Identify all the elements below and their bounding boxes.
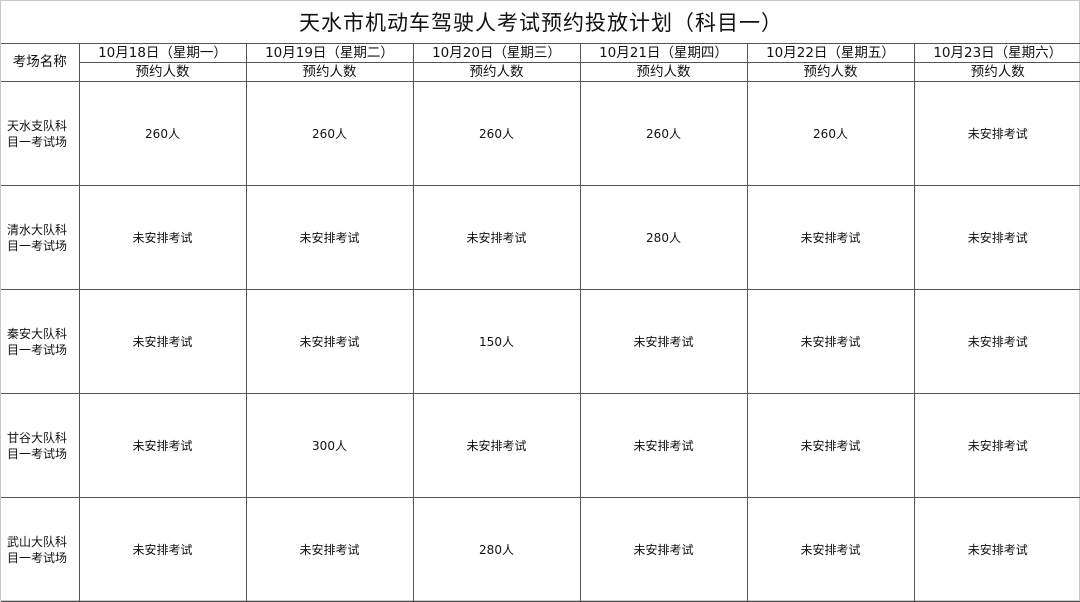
venue-name: 甘谷大队科目一考试场 (1, 393, 80, 498)
booking-count-header: 预约人数 (746, 62, 915, 82)
header-row-dates: 考场名称 10月18日（星期一） 10月19日（星期二） 10月20日（星期三）… (1, 43, 1080, 82)
table-row: 武山大队科目一考试场 未安排考试 未安排考试 280人 未安排考试 未安排考试 未安排考试 (1, 497, 1080, 602)
table-row: 天水支队科目一考试场 260人 260人 260人 260人 260人 未安排考试 (1, 81, 1080, 186)
booking-count-cell: 260人 (746, 81, 915, 186)
booking-count-cell: 未安排考试 (913, 393, 1080, 498)
schedule-table: 考场名称 10月18日（星期一） 10月19日（星期二） 10月20日（星期三）… (1, 43, 1080, 602)
table-row: 甘谷大队科目一考试场 未安排考试 300人 未安排考试 未安排考试 未安排考试 未安排考试 (1, 393, 1080, 498)
booking-count-cell: 未安排考试 (245, 289, 414, 394)
booking-count-cell: 未安排考试 (412, 185, 581, 290)
booking-count-cell: 未安排考试 (579, 497, 748, 602)
booking-count-cell: 280人 (412, 497, 581, 602)
booking-count-header: 预约人数 (79, 62, 247, 82)
booking-count-cell: 260人 (245, 81, 414, 186)
venue-name: 武山大队科目一考试场 (1, 497, 80, 602)
table-row: 清水大队科目一考试场 未安排考试 未安排考试 未安排考试 280人 未安排考试 未安排考试 (1, 185, 1080, 290)
venue-column-header: 考场名称 (1, 43, 80, 82)
booking-count-cell: 260人 (412, 81, 581, 186)
booking-count-cell: 260人 (78, 81, 247, 186)
booking-count-cell: 260人 (579, 81, 748, 186)
date-header: 10月21日（星期四） (579, 43, 748, 63)
booking-count-header: 预约人数 (412, 62, 581, 82)
table-row: 秦安大队科目一考试场 未安排考试 未安排考试 150人 未安排考试 未安排考试 未安排考试 (1, 289, 1080, 394)
booking-count-cell: 150人 (412, 289, 581, 394)
booking-count-cell: 未安排考试 (245, 497, 414, 602)
header-row-sublabels: 预约人数 预约人数 预约人数 预约人数 预约人数 预约人数 (1, 62, 1080, 82)
booking-count-cell: 未安排考试 (579, 289, 748, 394)
document-title: 天水市机动车驾驶人考试预约投放计划（科目一） (299, 11, 783, 35)
booking-count-cell: 未安排考试 (746, 185, 915, 290)
booking-count-cell: 未安排考试 (913, 289, 1080, 394)
booking-count-cell: 未安排考试 (412, 393, 581, 498)
booking-count-cell: 未安排考试 (78, 289, 247, 394)
booking-count-cell: 300人 (245, 393, 414, 498)
date-header: 10月22日（星期五） (746, 43, 915, 63)
booking-count-cell: 未安排考试 (245, 185, 414, 290)
booking-count-header: 预约人数 (579, 62, 748, 82)
date-header: 10月19日（星期二） (245, 43, 414, 63)
booking-count-cell: 未安排考试 (746, 393, 915, 498)
date-header: 10月18日（星期一） (78, 43, 247, 63)
date-header: 10月20日（星期三） (412, 43, 581, 63)
booking-count-cell: 未安排考试 (579, 393, 748, 498)
booking-count-cell: 未安排考试 (78, 185, 247, 290)
booking-count-cell: 未安排考试 (746, 289, 915, 394)
booking-count-cell: 未安排考试 (78, 497, 247, 602)
booking-count-header: 预约人数 (245, 62, 414, 82)
booking-count-cell: 未安排考试 (913, 185, 1080, 290)
booking-count-cell: 未安排考试 (913, 81, 1080, 186)
booking-count-header: 预约人数 (913, 62, 1080, 82)
booking-count-cell: 280人 (579, 185, 748, 290)
booking-count-cell: 未安排考试 (78, 393, 247, 498)
venue-name: 清水大队科目一考试场 (1, 185, 80, 290)
booking-count-cell: 未安排考试 (746, 497, 915, 602)
booking-count-cell: 未安排考试 (913, 497, 1080, 602)
venue-name: 秦安大队科目一考试场 (1, 289, 80, 394)
venue-name: 天水支队科目一考试场 (1, 81, 80, 186)
date-header: 10月23日（星期六） (913, 43, 1080, 63)
